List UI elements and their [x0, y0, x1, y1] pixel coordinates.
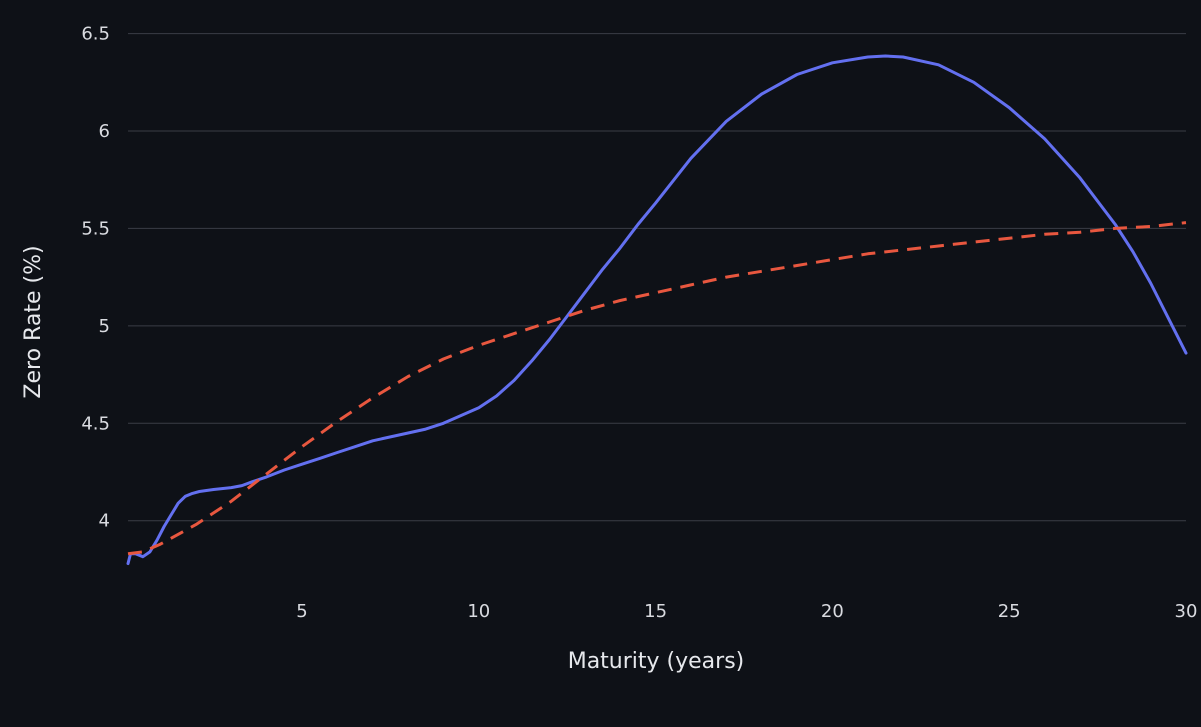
y-axis-title: Zero Rate (%): [21, 245, 46, 398]
x-axis-ticks: 5 10 15 20 25 30: [296, 601, 1197, 622]
y-tick-label: 5.5: [81, 218, 110, 239]
x-axis-title: Maturity (years): [568, 649, 745, 674]
y-tick-label: 6: [99, 121, 110, 142]
x-tick-label: 25: [998, 601, 1021, 622]
y-tick-label: 4: [99, 511, 110, 532]
x-tick-label: 20: [821, 601, 844, 622]
y-tick-label: 6.5: [81, 24, 110, 45]
x-tick-label: 5: [296, 601, 307, 622]
series-line-dashed: [127, 221, 1187, 556]
x-tick-label: 15: [644, 601, 667, 622]
y-axis-ticks: 4 4.5 5 5.5 6 6.5: [81, 24, 110, 532]
y-tick-label: 4.5: [81, 413, 110, 434]
x-tick-label: 30: [1175, 601, 1198, 622]
x-tick-label: 10: [467, 601, 490, 622]
grid-lines: [128, 33, 1186, 522]
series-line-solid: [126, 54, 1188, 566]
y-tick-label: 5: [99, 316, 110, 337]
series-lines: [126, 54, 1188, 566]
